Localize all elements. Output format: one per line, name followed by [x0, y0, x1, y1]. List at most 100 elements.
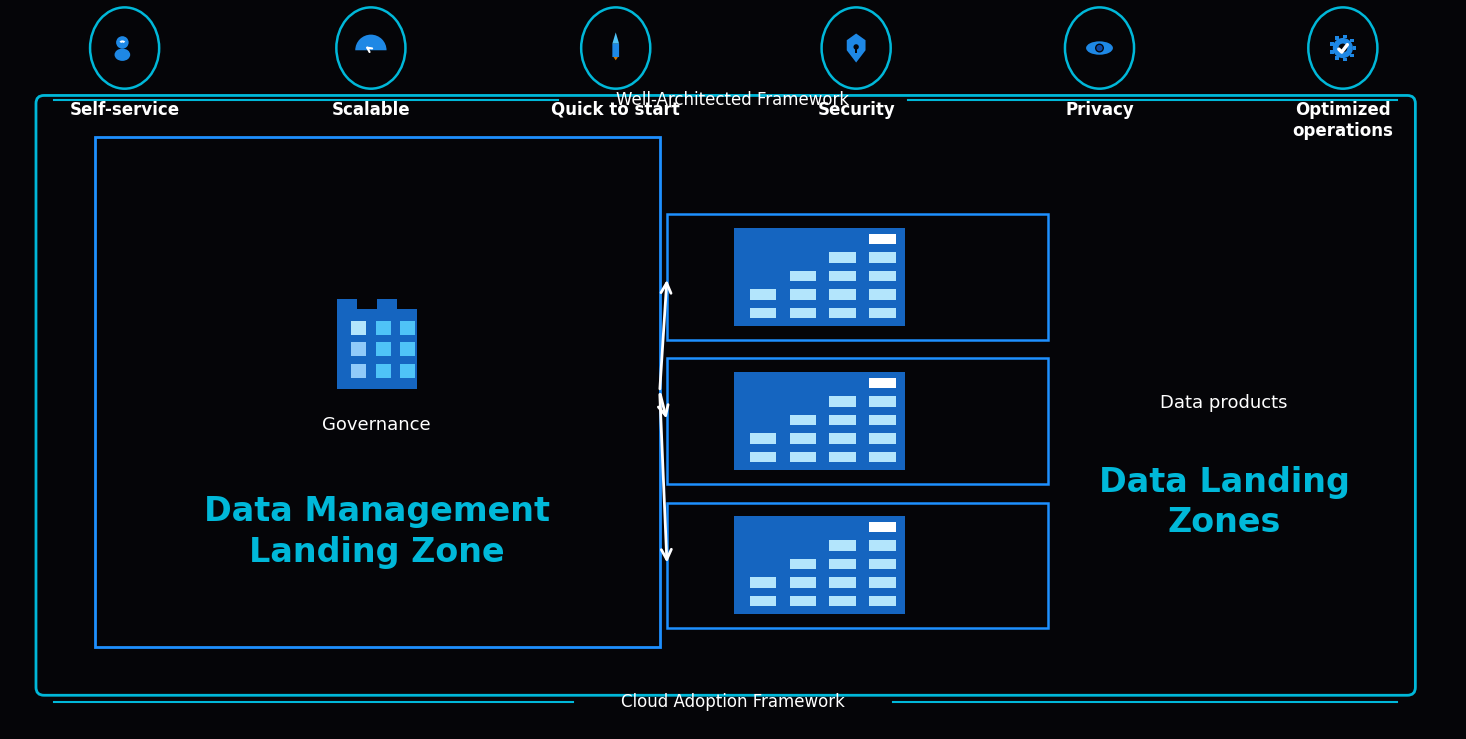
Bar [869, 559, 896, 570]
Polygon shape [613, 33, 619, 44]
Circle shape [1097, 45, 1102, 51]
Bar [352, 321, 366, 336]
Bar [790, 270, 817, 282]
Bar [790, 596, 817, 607]
Text: Cloud Adoption Framework: Cloud Adoption Framework [622, 693, 844, 711]
Bar [1330, 42, 1334, 46]
Text: Optimized
operations: Optimized operations [1293, 101, 1393, 140]
Ellipse shape [1086, 41, 1113, 55]
Bar [1350, 54, 1353, 58]
Bar [869, 378, 896, 388]
Bar [337, 299, 356, 311]
Bar [830, 540, 856, 551]
Bar [830, 433, 856, 444]
Circle shape [116, 36, 129, 49]
Bar [869, 234, 896, 244]
Bar [869, 540, 896, 551]
Bar [790, 415, 817, 426]
Ellipse shape [1064, 7, 1135, 89]
Bar [375, 342, 390, 356]
Bar [830, 396, 856, 407]
Circle shape [1333, 38, 1353, 58]
Bar [830, 596, 856, 607]
Bar [667, 358, 1048, 484]
Bar [337, 310, 416, 389]
Text: Self-service: Self-service [69, 101, 180, 119]
Circle shape [1095, 44, 1104, 52]
Bar [749, 433, 776, 444]
Bar [375, 364, 390, 378]
Ellipse shape [1308, 7, 1378, 89]
Bar [830, 559, 856, 570]
Bar [1350, 38, 1353, 42]
Bar [790, 452, 817, 463]
Bar [400, 364, 415, 378]
Bar [377, 299, 397, 311]
Polygon shape [847, 33, 865, 63]
Bar [352, 342, 366, 356]
Bar [667, 503, 1048, 628]
Bar [1343, 58, 1347, 61]
Bar [749, 307, 776, 319]
Bar [869, 396, 896, 407]
Text: Privacy: Privacy [1066, 101, 1133, 119]
Bar [1336, 36, 1338, 40]
Bar [749, 577, 776, 588]
Circle shape [853, 44, 859, 50]
FancyBboxPatch shape [613, 44, 619, 57]
Bar [830, 452, 856, 463]
Bar [855, 47, 858, 52]
Bar [869, 252, 896, 263]
Bar [734, 517, 906, 614]
Wedge shape [355, 35, 387, 50]
Bar [734, 372, 906, 470]
Bar [375, 321, 390, 336]
Bar [667, 214, 1048, 340]
Ellipse shape [114, 49, 130, 61]
Bar [869, 415, 896, 426]
Ellipse shape [821, 7, 891, 89]
Bar [830, 270, 856, 282]
Bar [869, 577, 896, 588]
Text: Scalable: Scalable [331, 101, 410, 119]
Bar [869, 522, 896, 532]
Text: Data products: Data products [1161, 394, 1287, 412]
Bar [749, 452, 776, 463]
Bar [869, 307, 896, 319]
Bar [830, 252, 856, 263]
Text: Quick to start: Quick to start [551, 101, 680, 119]
Circle shape [1338, 44, 1347, 52]
Bar [790, 289, 817, 300]
Bar [790, 307, 817, 319]
Text: Data Landing
Zones: Data Landing Zones [1098, 466, 1350, 539]
Bar [790, 559, 817, 570]
Bar [1343, 35, 1347, 38]
Bar [869, 596, 896, 607]
Bar [749, 596, 776, 607]
Bar [869, 452, 896, 463]
Bar [1353, 47, 1356, 50]
Bar [352, 364, 366, 378]
Bar [1336, 56, 1338, 60]
Bar [400, 342, 415, 356]
Ellipse shape [581, 7, 651, 89]
Bar [830, 415, 856, 426]
Ellipse shape [336, 7, 406, 89]
Polygon shape [613, 57, 619, 61]
Bar [95, 137, 660, 647]
Bar [790, 577, 817, 588]
Bar [1330, 50, 1334, 54]
Bar [869, 270, 896, 282]
Text: Security: Security [817, 101, 896, 119]
Ellipse shape [89, 7, 160, 89]
Bar [830, 307, 856, 319]
Text: Data Management
Landing Zone: Data Management Landing Zone [204, 495, 550, 569]
Bar [830, 577, 856, 588]
Bar [749, 289, 776, 300]
Text: Governance: Governance [323, 416, 431, 434]
Bar [790, 433, 817, 444]
Text: Well-Architected Framework: Well-Architected Framework [616, 91, 850, 109]
Bar [830, 289, 856, 300]
Bar [869, 289, 896, 300]
Bar [400, 321, 415, 336]
